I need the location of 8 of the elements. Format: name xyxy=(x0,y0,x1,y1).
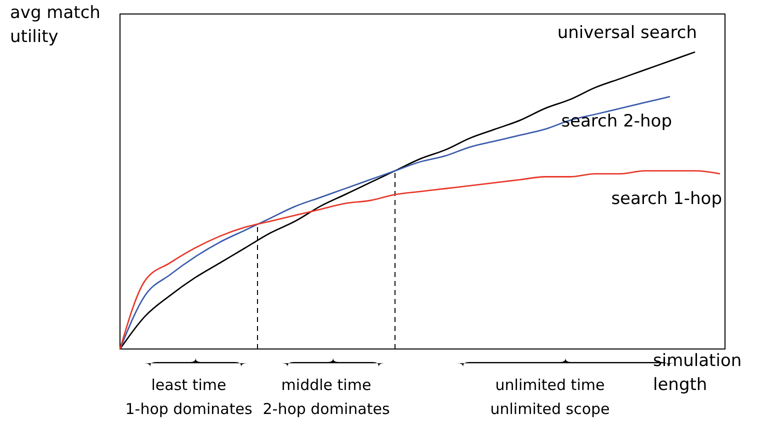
series-label: search 1-hop xyxy=(611,188,722,209)
x-axis-title: simulation length xyxy=(653,351,742,395)
y-axis-title: avg match utility xyxy=(10,3,100,47)
text: least time 1-hop dominates xyxy=(125,376,252,418)
series-label: search 2-hop xyxy=(561,112,672,132)
text: unlimited time unlimited scope xyxy=(490,376,610,418)
series-label: universal search xyxy=(557,23,697,43)
text: middle time 2-hop dominates xyxy=(262,376,390,418)
